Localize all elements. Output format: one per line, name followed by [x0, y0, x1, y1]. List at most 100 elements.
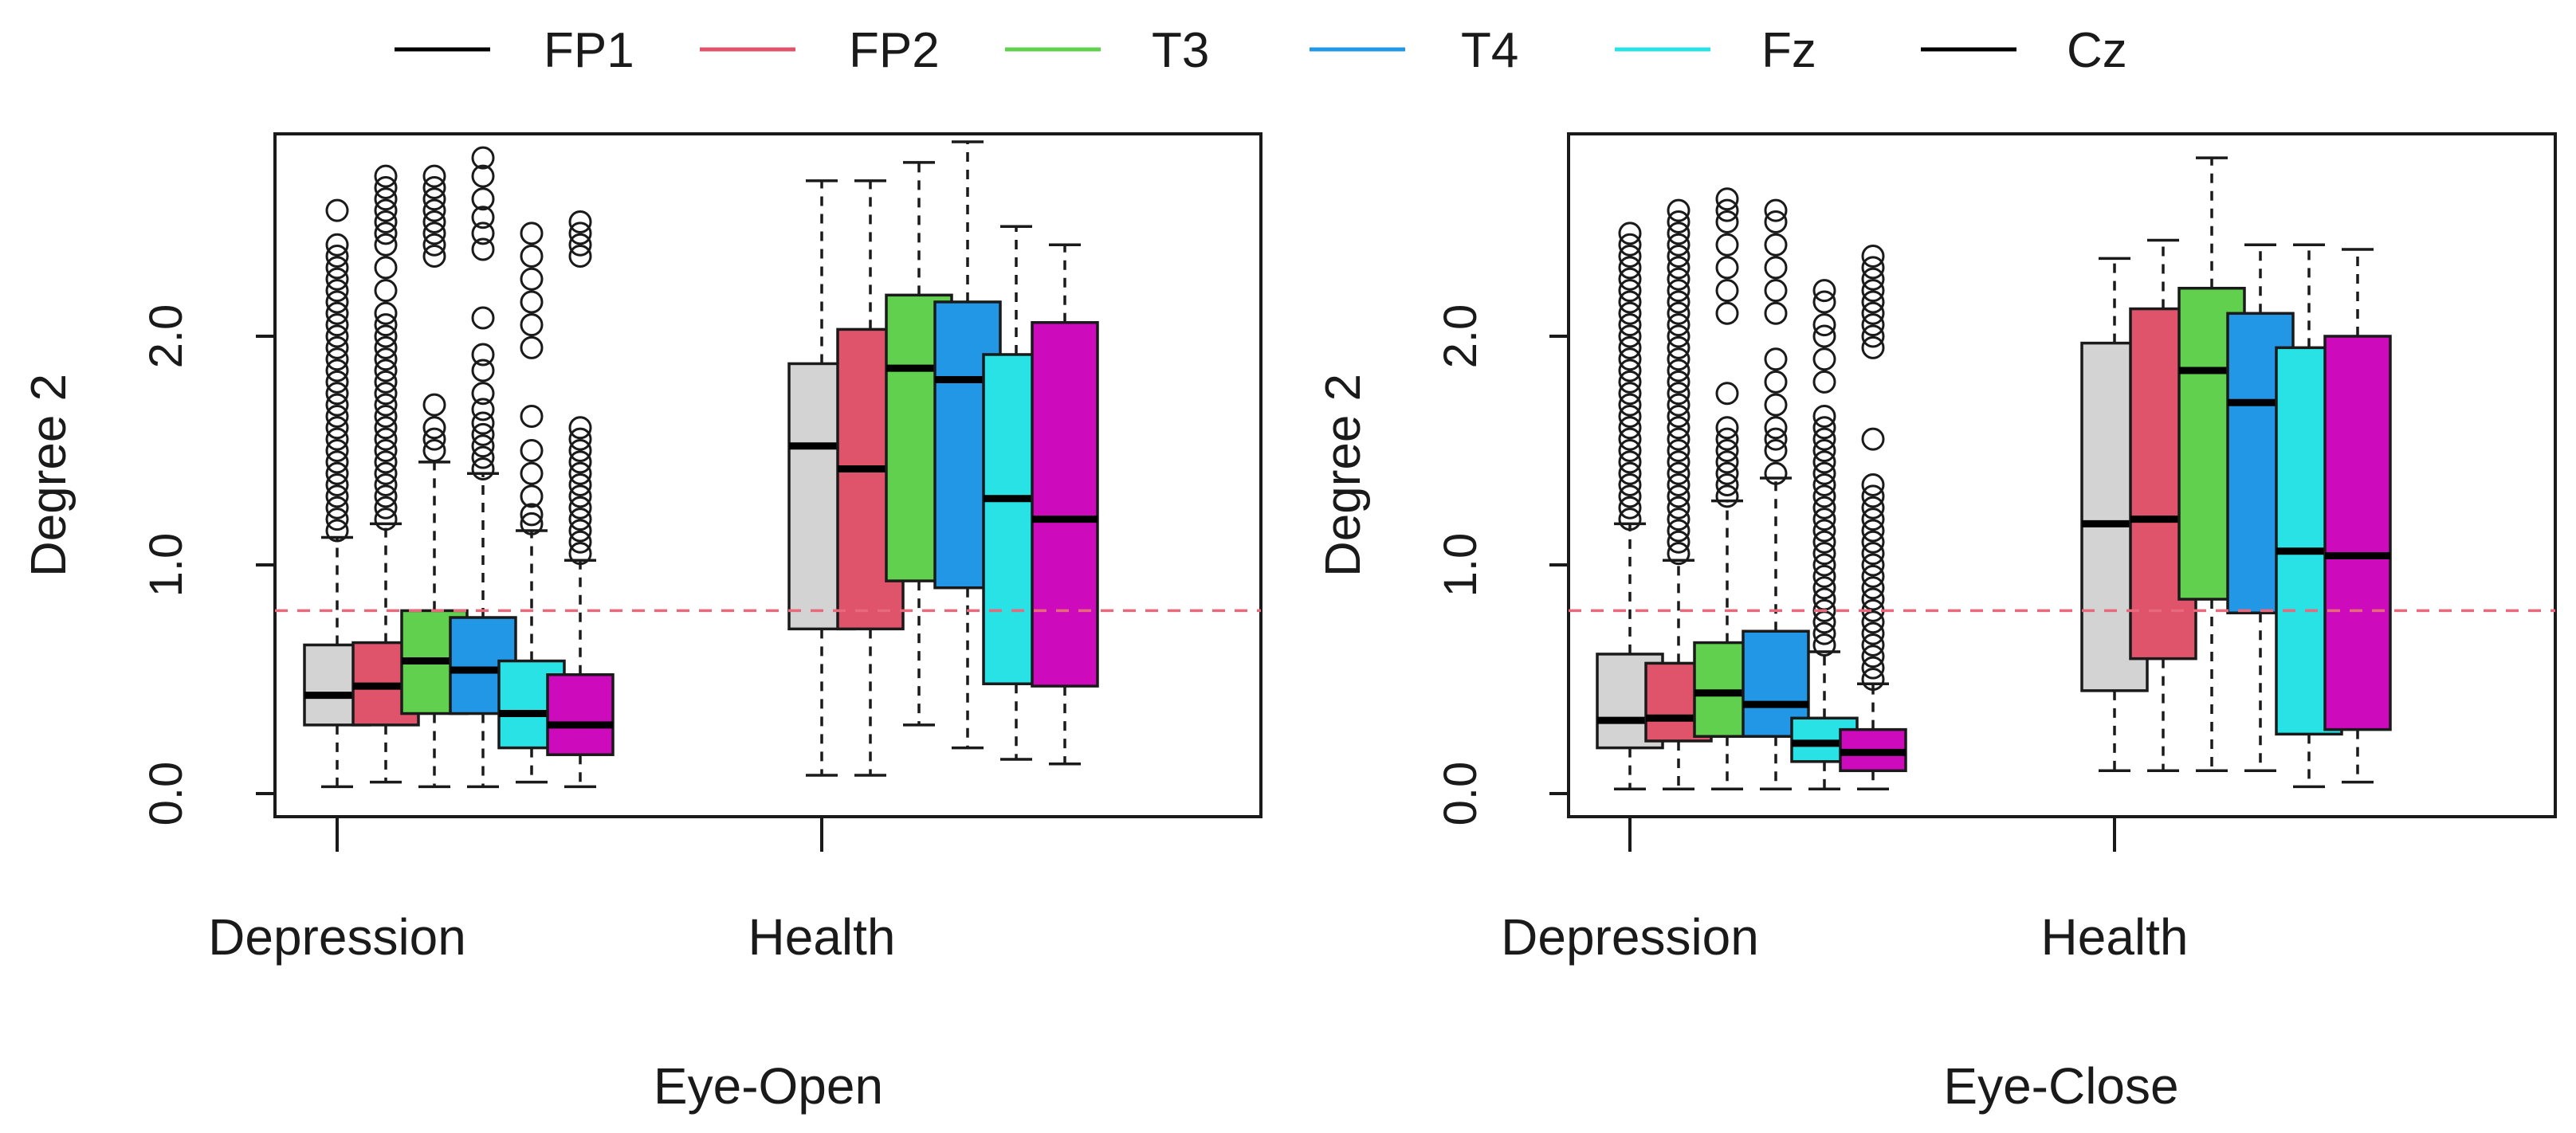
- outlier-point: [1861, 530, 1885, 554]
- outlier-point: [1618, 347, 1642, 371]
- outlier-point: [1861, 564, 1885, 588]
- legend-item-fp1: FP1: [395, 23, 634, 78]
- outlier-point: [325, 473, 349, 497]
- outlier-point: [325, 370, 349, 394]
- outlier-point: [374, 508, 398, 531]
- outlier-point: [520, 335, 544, 359]
- outlier-point: [1812, 576, 1836, 600]
- outlier-point: [374, 439, 398, 462]
- outlier-point: [568, 222, 592, 245]
- panel-eye-close: 0.0 1.0 2.0 Degree 2 Depression Health Eye-Clo…: [1316, 132, 2557, 1115]
- outlier-point: [471, 164, 495, 188]
- outlier-point: [568, 245, 592, 269]
- outlier-point: [471, 411, 495, 435]
- outlier-point: [325, 382, 349, 406]
- x-tick-label-depression: Depression: [208, 908, 466, 966]
- outlier-point: [1618, 313, 1642, 337]
- x-axis-label: Eye-Close: [1943, 1057, 2178, 1115]
- outlier-point: [374, 279, 398, 303]
- y-tick-label: 0.0: [140, 762, 192, 826]
- legend-item-fp2: FP2: [700, 23, 940, 78]
- outlier-point: [1618, 404, 1642, 428]
- outlier-point: [422, 427, 446, 451]
- outlier-point: [1667, 324, 1690, 348]
- legend-item-fz: Fz: [1615, 23, 1816, 78]
- outlier-point: [471, 187, 495, 211]
- outlier-point: [1667, 290, 1690, 314]
- outlier-point: [325, 416, 349, 440]
- outlier-point: [1618, 279, 1642, 303]
- outlier-point: [374, 370, 398, 394]
- outlier-point: [325, 404, 349, 428]
- outlier-point: [1812, 279, 1836, 303]
- outlier-point: [374, 301, 398, 325]
- outlier-point: [568, 461, 592, 485]
- outlier-point: [374, 347, 398, 371]
- outlier-point: [1618, 324, 1642, 348]
- outlier-point: [422, 198, 446, 222]
- outlier-point: [1667, 359, 1690, 382]
- outlier-point: [471, 398, 495, 421]
- outlier-point: [1715, 198, 1739, 222]
- box-depression-cz: [1839, 245, 1907, 791]
- outlier-point: [1812, 508, 1836, 531]
- outlier-point: [422, 416, 446, 440]
- outlier-point: [374, 427, 398, 451]
- outlier-point: [520, 404, 544, 428]
- box-iqr: [2323, 335, 2392, 731]
- outlier-point: [325, 439, 349, 462]
- outlier-point: [1667, 245, 1690, 269]
- outlier-point: [374, 450, 398, 474]
- outlier-point: [1812, 313, 1836, 337]
- box-depression-t4: [449, 146, 517, 789]
- outlier-point: [1667, 279, 1690, 303]
- outlier-point: [471, 206, 495, 229]
- outlier-point: [374, 256, 398, 280]
- outlier-point: [1812, 439, 1836, 462]
- outlier-point: [568, 450, 592, 474]
- outlier-point: [568, 542, 592, 566]
- outlier-point: [1667, 519, 1690, 543]
- outlier-point: [1715, 461, 1739, 485]
- outlier-point: [1667, 393, 1690, 417]
- legend-item-t3: T3: [1005, 23, 1209, 78]
- outlier-point: [325, 279, 349, 303]
- outlier-point: [1861, 496, 1885, 519]
- outlier-point: [471, 222, 495, 245]
- outlier-point: [1715, 233, 1739, 257]
- outlier-point: [520, 267, 544, 291]
- outlier-point: [1861, 290, 1885, 314]
- outlier-point: [374, 473, 398, 497]
- outlier-point: [1812, 473, 1836, 497]
- outlier-point: [1618, 267, 1642, 291]
- x-tick-label-health: Health: [748, 908, 896, 966]
- outlier-point: [1618, 301, 1642, 325]
- x-tick-label-health: Health: [2041, 908, 2189, 966]
- box-health-cz: [2323, 248, 2392, 784]
- outlier-point: [1861, 542, 1885, 566]
- outlier-point: [1667, 508, 1690, 531]
- outlier-point: [1715, 187, 1739, 211]
- outlier-point: [374, 222, 398, 245]
- outlier-point: [422, 393, 446, 417]
- legend-label: FP1: [544, 23, 634, 78]
- outlier-point: [1618, 496, 1642, 519]
- outlier-point: [1667, 484, 1690, 508]
- outlier-point: [1618, 393, 1642, 417]
- outlier-point: [1812, 542, 1836, 566]
- outlier-point: [1812, 530, 1836, 554]
- outlier-point: [471, 382, 495, 406]
- outlier-point: [520, 439, 544, 462]
- outlier-point: [374, 461, 398, 485]
- outlier-point: [1667, 404, 1690, 428]
- outlier-point: [1715, 256, 1739, 280]
- outlier-point: [1667, 542, 1690, 566]
- outlier-point: [1667, 450, 1690, 474]
- legend-label: T4: [1461, 23, 1518, 78]
- outlier-point: [1764, 233, 1788, 257]
- outlier-point: [520, 313, 544, 337]
- outlier-point: [1715, 450, 1739, 474]
- outlier-point: [1715, 416, 1739, 440]
- outlier-point: [568, 439, 592, 462]
